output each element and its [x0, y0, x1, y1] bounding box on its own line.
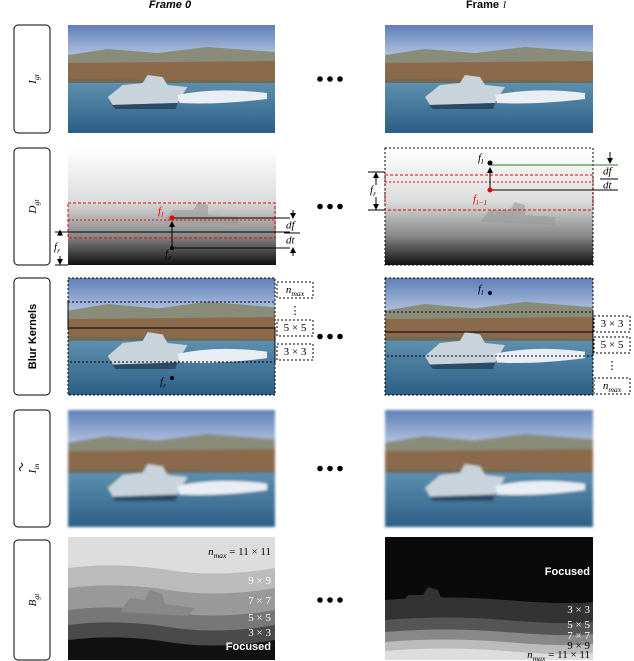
blur-level-label: 9 × 9 [248, 575, 271, 587]
ellipsis-dot [327, 204, 333, 210]
ellipsis-dot [337, 76, 343, 82]
subscript: in [32, 464, 41, 470]
ellipsis-dot [327, 466, 333, 472]
subscript: gt [32, 73, 41, 80]
ellipsis-dot [337, 334, 343, 340]
text-part: 3 × 3 [284, 346, 307, 358]
text-part: Focused [545, 566, 590, 578]
subscript: gt [32, 199, 41, 206]
photo [385, 410, 593, 527]
text-part: 5 × 5 [248, 612, 271, 624]
photo [68, 25, 275, 133]
kernel-label: ⋮ [290, 305, 301, 317]
blur-level-label: 7 × 7 [248, 595, 271, 607]
photo [68, 410, 275, 527]
df-label: df [286, 220, 297, 232]
ellipsis-dot [317, 204, 323, 210]
ellipsis-dot [317, 334, 323, 340]
kernel-label: 5 × 5 [601, 339, 624, 351]
kernel-label: ⋮ [607, 360, 618, 372]
blur-level-label: Focused [226, 641, 271, 653]
text-part: 3 × 3 [248, 627, 271, 639]
subscript: l−1 [476, 198, 487, 207]
subscript: r [373, 189, 377, 198]
subscript: max [214, 551, 227, 560]
text-part: 5 × 5 [601, 339, 624, 351]
point [488, 161, 493, 166]
df-label: df [603, 166, 614, 178]
ellipsis-dot [317, 76, 323, 82]
blur-level-label: Focused [545, 566, 590, 578]
point [170, 216, 175, 221]
text-part: 5 × 5 [284, 322, 307, 334]
figure: Frame 0FramelIgtDgtBlur KernelsIinBgtflf… [0, 0, 634, 661]
kernel-label: 5 × 5 [284, 322, 307, 334]
text-part: = 11 × 11 [226, 546, 271, 558]
blur-level-label: 5 × 5 [248, 612, 271, 624]
text-part: Frame [466, 0, 499, 11]
ellipsis-dot [317, 466, 323, 472]
subscript: l [481, 157, 483, 166]
blur-level-label: 3 × 3 [567, 604, 590, 616]
text-part: ⋮ [607, 360, 618, 372]
ellipsis-dot [337, 597, 343, 603]
ellipsis-dot [327, 597, 333, 603]
dt-label: dt [603, 180, 613, 192]
text-part: ⋮ [290, 305, 301, 317]
text-part: 7 × 7 [248, 595, 271, 607]
subscript: max [291, 289, 304, 298]
ellipsis-dot [337, 204, 343, 210]
column-title: Framel [466, 0, 506, 11]
dt-label: dt [286, 235, 296, 247]
range-label: fr [54, 241, 61, 256]
text-part: 3 × 3 [567, 604, 590, 616]
kernel-label: 3 × 3 [284, 346, 307, 358]
ellipsis-dot [327, 76, 333, 82]
photo [385, 25, 593, 133]
blur-level-label: 3 × 3 [248, 627, 271, 639]
point [170, 246, 174, 250]
ellipsis-dot [317, 597, 323, 603]
text-part: Blur Kernels [27, 304, 39, 369]
text-part: = 11 × 11 [545, 649, 590, 661]
row-label: Blur Kernels [27, 304, 39, 369]
subscript: r [57, 246, 61, 255]
text-part: Focused [226, 641, 271, 653]
photo [385, 278, 593, 395]
subscript: gt [32, 593, 41, 600]
text-part: 3 × 3 [601, 318, 624, 330]
subscript: l [161, 210, 163, 219]
subscript: l [481, 288, 483, 297]
text-part: D [27, 205, 39, 214]
ellipsis-dot [327, 334, 333, 340]
subscript: max [608, 385, 621, 394]
point [488, 291, 492, 295]
subscript: max [533, 654, 546, 661]
ellipsis-dot [337, 466, 343, 472]
range-label: fr [370, 184, 377, 199]
kernel-label: 3 × 3 [601, 318, 624, 330]
point [170, 376, 174, 380]
text-part: l [503, 0, 506, 11]
text-part: 9 × 9 [248, 575, 271, 587]
column-title: Frame 0 [149, 0, 192, 11]
point [488, 188, 493, 193]
depth-map [385, 148, 593, 265]
